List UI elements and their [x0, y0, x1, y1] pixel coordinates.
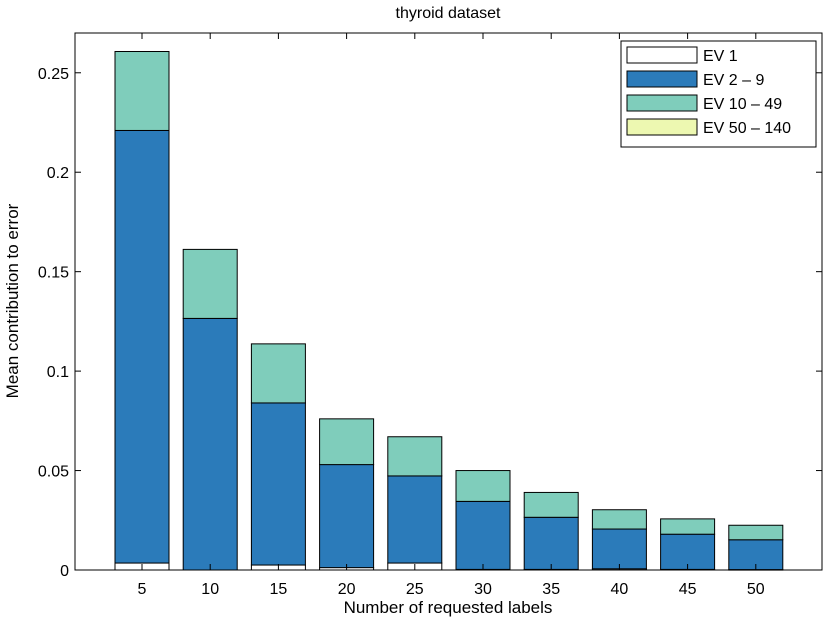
legend-swatch-series-4 — [626, 118, 698, 136]
bar-segment-35-series-3 — [523, 491, 579, 518]
legend-label-series-2: EV 2 – 9 — [703, 72, 764, 89]
bar-segment-15-series-3 — [250, 343, 306, 404]
y-ticks-group: 0 0.05 0.1 0.15 0.2 0.25 — [38, 66, 822, 580]
x-ticks-group: 5 10 15 20 25 30 35 40 45 50 — [138, 33, 765, 598]
y-tick-label: 0.2 — [47, 165, 69, 182]
legend-label-series-1: EV 1 — [703, 48, 738, 65]
bar-segment-40-series-2 — [591, 528, 647, 570]
y-tick-label: 0.05 — [38, 464, 69, 481]
bar-segment-30-series-3 — [455, 470, 511, 502]
x-tick-label: 45 — [679, 581, 697, 598]
x-tick-label: 30 — [474, 581, 492, 598]
bar-segment-50-series-3 — [728, 524, 784, 541]
x-tick-label: 10 — [201, 581, 219, 598]
legend-label-series-3: EV 10 – 49 — [703, 96, 782, 113]
bars-group — [114, 50, 784, 571]
y-tick-label: 0 — [60, 563, 69, 580]
bar-segment-25-series-2 — [387, 475, 443, 564]
x-tick-label: 35 — [542, 581, 560, 598]
x-axis-label: Number of requested labels — [344, 598, 553, 617]
x-tick-label: 40 — [611, 581, 629, 598]
chart-title: thyroid dataset — [396, 5, 502, 22]
legend-swatch-series-2 — [626, 70, 698, 88]
bar-segment-10-series-2 — [182, 317, 238, 571]
bar-segment-5-series-2 — [114, 129, 170, 564]
x-tick-label: 50 — [747, 581, 765, 598]
bar-segment-35-series-2 — [523, 516, 579, 570]
legend-label-series-4: EV 50 – 140 — [703, 120, 791, 137]
bar-segment-15-series-2 — [250, 402, 306, 566]
bar-segment-20-series-2 — [319, 464, 375, 569]
x-tick-label: 15 — [270, 581, 288, 598]
plot-frame — [74, 32, 823, 571]
bar-segment-45-series-2 — [660, 533, 716, 570]
x-tick-label: 25 — [406, 581, 424, 598]
legend-swatch-series-1 — [626, 46, 698, 64]
legend: EV 1 EV 2 – 9 EV 10 – 49 EV 50 – 140 — [620, 40, 817, 148]
y-tick-label: 0.25 — [38, 66, 69, 83]
y-tick-label: 0.15 — [38, 265, 69, 282]
x-tick-label: 5 — [138, 581, 147, 598]
legend-swatch-series-3 — [626, 94, 698, 112]
bar-segment-30-series-2 — [455, 500, 511, 570]
x-tick-label: 20 — [338, 581, 356, 598]
bar-segment-10-series-3 — [182, 248, 238, 319]
bar-segment-5-series-3 — [114, 50, 170, 131]
y-axis-label: Mean contribution to error — [3, 203, 22, 398]
y-tick-label: 0.1 — [47, 364, 69, 381]
bar-segment-20-series-3 — [319, 418, 375, 466]
bar-segment-45-series-3 — [660, 518, 716, 535]
bar-segment-25-series-3 — [387, 436, 443, 477]
bar-segment-40-series-3 — [591, 509, 647, 530]
